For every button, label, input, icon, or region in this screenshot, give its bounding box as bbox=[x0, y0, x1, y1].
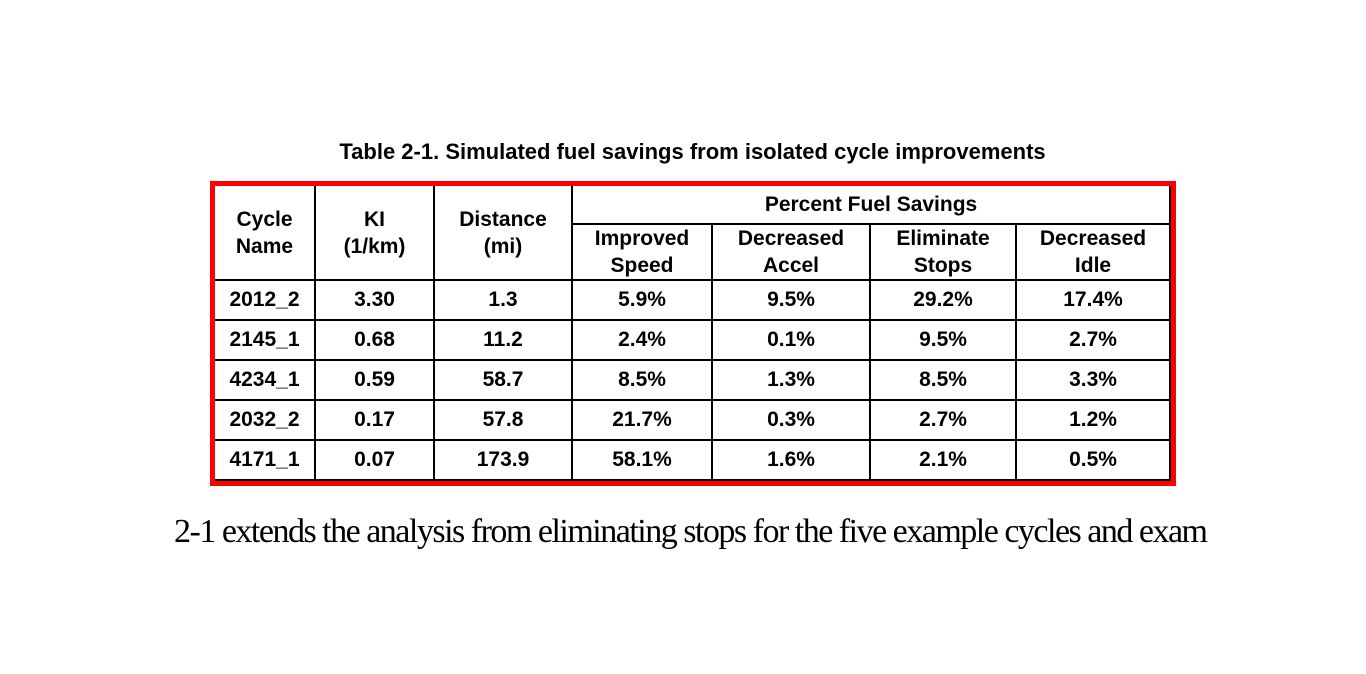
table-row: 2032_2 0.17 57.8 21.7% 0.3% 2.7% 1.2% bbox=[215, 400, 1172, 441]
body-text-line: 2-1 extends the analysis from eliminatin… bbox=[174, 513, 1208, 550]
table-row: 2012_2 3.30 1.3 5.9% 9.5% 29.2% 17.4% bbox=[215, 280, 1172, 321]
header-distance: Distance (mi) bbox=[434, 186, 573, 281]
table-row: 2145_1 0.68 11.2 2.4% 0.1% 9.5% 2.7% bbox=[215, 320, 1172, 361]
cell-decreased-idle: 1.2% bbox=[1016, 400, 1172, 441]
cell-decreased-idle: 2.7% bbox=[1016, 320, 1172, 361]
cell-decreased-accel: 0.1% bbox=[712, 320, 871, 361]
cell-ki: 0.59 bbox=[315, 360, 435, 401]
header-group-percent-fuel-savings: Percent Fuel Savings bbox=[572, 186, 1172, 225]
cell-distance: 11.2 bbox=[434, 320, 573, 361]
cell-eliminate-stops: 29.2% bbox=[870, 280, 1017, 321]
table-row: 4171_1 0.07 173.9 58.1% 1.6% 2.1% 0.5% bbox=[215, 440, 1172, 481]
cell-decreased-idle: 3.3% bbox=[1016, 360, 1172, 401]
table-row: 4234_1 0.59 58.7 8.5% 1.3% 8.5% 3.3% bbox=[215, 360, 1172, 401]
header-eliminate-stops: Eliminate Stops bbox=[870, 224, 1017, 281]
cell-improved-speed: 8.5% bbox=[572, 360, 713, 401]
cell-decreased-accel: 0.3% bbox=[712, 400, 871, 441]
cell-improved-speed: 2.4% bbox=[572, 320, 713, 361]
cell-distance: 57.8 bbox=[434, 400, 573, 441]
header-cycle-name: Cycle Name bbox=[215, 186, 316, 281]
cell-improved-speed: 58.1% bbox=[572, 440, 713, 481]
cell-decreased-idle: 0.5% bbox=[1016, 440, 1172, 481]
cell-eliminate-stops: 2.1% bbox=[870, 440, 1017, 481]
cell-decreased-accel: 9.5% bbox=[712, 280, 871, 321]
cell-eliminate-stops: 2.7% bbox=[870, 400, 1017, 441]
cell-distance: 1.3 bbox=[434, 280, 573, 321]
cell-improved-speed: 21.7% bbox=[572, 400, 713, 441]
cell-eliminate-stops: 8.5% bbox=[870, 360, 1017, 401]
cell-cycle-name: 2012_2 bbox=[215, 280, 316, 321]
cell-decreased-accel: 1.3% bbox=[712, 360, 871, 401]
header-ki: KI (1/km) bbox=[315, 186, 435, 281]
header-improved-speed: Improved Speed bbox=[572, 224, 713, 281]
cell-ki: 0.07 bbox=[315, 440, 435, 481]
cell-distance: 58.7 bbox=[434, 360, 573, 401]
table-title: Table 2-1. Simulated fuel savings from i… bbox=[339, 139, 1046, 164]
cell-cycle-name: 2032_2 bbox=[215, 400, 316, 441]
cell-ki: 0.68 bbox=[315, 320, 435, 361]
cell-cycle-name: 4171_1 bbox=[215, 440, 316, 481]
cell-ki: 3.30 bbox=[315, 280, 435, 321]
header-decreased-idle: Decreased Idle bbox=[1016, 224, 1172, 281]
cell-decreased-accel: 1.6% bbox=[712, 440, 871, 481]
cell-decreased-idle: 17.4% bbox=[1016, 280, 1172, 321]
cell-distance: 173.9 bbox=[434, 440, 573, 481]
cell-eliminate-stops: 9.5% bbox=[870, 320, 1017, 361]
cell-ki: 0.17 bbox=[315, 400, 435, 441]
cell-cycle-name: 2145_1 bbox=[215, 320, 316, 361]
fuel-savings-table: Cycle Name KI (1/km) Distance (mi) Perce… bbox=[215, 186, 1172, 481]
cell-cycle-name: 4234_1 bbox=[215, 360, 316, 401]
header-decreased-accel: Decreased Accel bbox=[712, 224, 871, 281]
table-red-border: Cycle Name KI (1/km) Distance (mi) Perce… bbox=[210, 181, 1177, 486]
cell-improved-speed: 5.9% bbox=[572, 280, 713, 321]
